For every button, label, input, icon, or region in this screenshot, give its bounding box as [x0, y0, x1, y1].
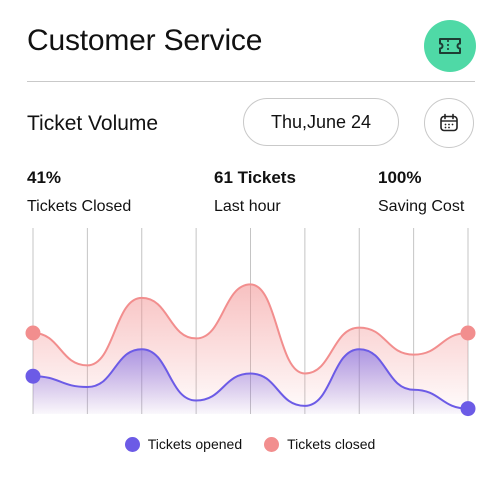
- series-point-tickets-opened[interactable]: [25, 368, 41, 384]
- date-selector[interactable]: Thu,June 24: [243, 98, 399, 146]
- series-line-tickets-opened: [32, 348, 469, 410]
- calendar-icon: [440, 113, 458, 132]
- section-title: Ticket Volume: [27, 112, 159, 135]
- header-divider: [27, 81, 475, 82]
- series-line-tickets-closed: [32, 283, 469, 375]
- date-label: Thu,June 24: [270, 111, 372, 132]
- ticket-volume-chart: [25, 228, 476, 417]
- page-title: Customer Service: [27, 24, 263, 57]
- legend-label-closed: Tickets closed: [287, 436, 376, 452]
- legend-label-opened: Tickets opened: [147, 436, 243, 452]
- legend-swatch-opened: [124, 436, 140, 452]
- stat-tickets-closed: 41% Tickets Closed: [27, 168, 131, 216]
- series-point-tickets-opened[interactable]: [460, 401, 476, 417]
- stat-label: Tickets Closed: [27, 198, 132, 215]
- series-area-tickets-opened: [33, 349, 468, 414]
- series-point-tickets-closed[interactable]: [25, 325, 41, 341]
- ticket-icon: [439, 38, 461, 54]
- chart-legend: Tickets opened Tickets closed: [0, 436, 500, 452]
- stat-value: 41%: [27, 168, 62, 187]
- calendar-button[interactable]: [424, 98, 474, 148]
- series-point-tickets-closed[interactable]: [460, 325, 476, 341]
- stat-saving-cost: 100% Saving Cost: [378, 168, 464, 216]
- legend-item-closed: Tickets closed: [264, 436, 375, 452]
- stat-label: Last hour: [214, 198, 281, 215]
- ticket-button[interactable]: [424, 20, 476, 72]
- legend-swatch-closed: [264, 436, 280, 452]
- stat-last-hour: 61 Tickets Last hour: [214, 168, 296, 216]
- stat-label: Saving Cost: [378, 198, 465, 215]
- stat-value: 100%: [378, 168, 422, 187]
- stat-value: 61 Tickets: [214, 168, 296, 187]
- legend-item-opened: Tickets opened: [124, 436, 243, 452]
